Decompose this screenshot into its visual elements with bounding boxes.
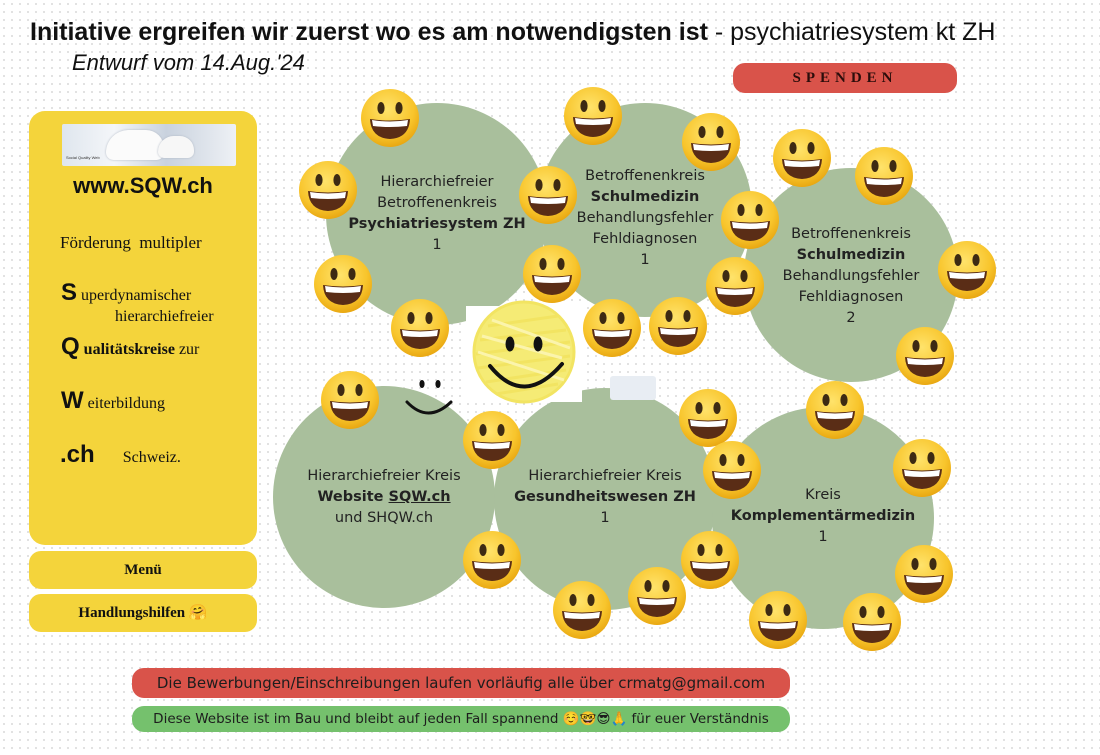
grinning-face-emoji <box>896 327 954 385</box>
acronym-text: hierarchiefreier <box>115 308 214 325</box>
menu-button[interactable]: Menü <box>29 551 257 589</box>
notice-applications: Die Bewerbungen/Einschreibungen laufen v… <box>132 668 790 698</box>
acronym-w: W eiterbildung <box>61 387 165 415</box>
acronym-text: Schweiz. <box>122 449 181 466</box>
acronym-text: uperdynamischer <box>81 287 192 304</box>
grinning-face-emoji <box>321 371 379 429</box>
grinning-face-emoji <box>314 255 372 313</box>
grinning-face-emoji <box>299 161 357 219</box>
grinning-face-emoji <box>749 591 807 649</box>
circle-line: Hierarchiefreier Kreis <box>528 468 682 484</box>
acronym-ch: .ch Schweiz. <box>60 441 181 469</box>
acronym-text: eiterbildung <box>87 395 165 412</box>
circle-line: Fehldiagnosen <box>592 231 698 247</box>
circle-line-bold: Gesundheitswesen ZH <box>514 489 696 505</box>
circle-line: und SHQW.ch <box>334 510 434 526</box>
grinning-face-emoji <box>463 411 521 469</box>
circle-line: Fehldiagnosen <box>798 289 904 305</box>
circle-number: 1 <box>818 529 828 545</box>
grinning-face-emoji <box>391 299 449 357</box>
page-title: Initiative ergreifen wir zuerst wo es am… <box>30 18 996 47</box>
promo-text: Förderung multipler <box>60 233 202 252</box>
circle-line: Behandlungsfehler <box>576 210 714 226</box>
grinning-face-emoji <box>679 389 737 447</box>
grinning-face-emoji <box>806 381 864 439</box>
title-separator: - <box>707 18 731 46</box>
grinning-face-emoji <box>361 89 419 147</box>
grinning-face-emoji <box>895 545 953 603</box>
grinning-face-emoji <box>706 257 764 315</box>
grinning-face-emoji <box>721 191 779 249</box>
circle-text-schulmedizin-2: Betroffenenkreis Schulmedizin Behandlung… <box>744 224 958 329</box>
circle-line: Behandlungsfehler <box>782 268 920 284</box>
polar-bear-cub-shape <box>158 136 194 158</box>
circle-text-komplementaermedizin: Kreis Komplementärmedizin 1 <box>712 485 934 548</box>
image-caption: Social Quality Web <box>66 155 100 160</box>
polar-bear-shape <box>106 130 164 160</box>
grinning-face-emoji <box>855 147 913 205</box>
circle-line-bold: Schulmedizin <box>796 247 906 263</box>
circle-number: 1 <box>640 252 650 268</box>
notice-construction: Diese Website ist im Bau und bleibt auf … <box>132 706 790 732</box>
circle-number: 1 <box>600 510 610 526</box>
smiley-icon <box>472 300 576 404</box>
grinning-face-emoji <box>583 299 641 357</box>
grinning-face-emoji <box>682 113 740 171</box>
title-subject: psychiatriesystem kt ZH <box>730 18 996 46</box>
small-smiley-icon <box>405 380 453 415</box>
circle-line: Betroffenenkreis <box>585 168 705 184</box>
acronym-q: Q ualitätskreise zur <box>61 333 199 361</box>
circle-text-psychiatriesystem: Hierarchiefreier Betroffenenkreis Psychi… <box>326 172 548 256</box>
acronym-s-line2: hierarchiefreier <box>115 308 214 326</box>
circle-line: Betroffenenkreis <box>791 226 911 242</box>
circle-number: 1 <box>432 237 442 253</box>
grinning-face-emoji <box>681 531 739 589</box>
circle-line: Kreis <box>805 487 841 503</box>
acronym-text: zur <box>174 341 200 358</box>
circle-line-bold: Website <box>317 489 389 505</box>
grinning-face-emoji <box>938 241 996 299</box>
sidebar-card: Social Quality Web www.SQW.ch Förderung … <box>29 111 257 545</box>
polar-bear-image[interactable]: Social Quality Web <box>62 124 236 166</box>
circle-gesundheitswesen[interactable] <box>494 388 716 610</box>
circle-text-gesundheitswesen: Hierarchiefreier Kreis Gesundheitswesen … <box>494 466 716 529</box>
site-link[interactable]: www.SQW.ch <box>73 173 213 198</box>
acronym-letter: W <box>61 387 84 414</box>
acronym-text-bold: ualitätskreise <box>83 341 175 358</box>
circle-komplementaermedizin[interactable] <box>712 407 934 629</box>
acronym-letter: .ch <box>60 441 95 468</box>
circle-line: Hierarchiefreier <box>380 174 494 190</box>
grinning-face-emoji <box>893 439 951 497</box>
acronym-s: S uperdynamischer <box>61 279 191 307</box>
circle-line-bold: Psychiatriesystem ZH <box>348 216 526 232</box>
grinning-face-emoji <box>553 581 611 639</box>
donate-button[interactable]: SPENDEN <box>733 63 957 93</box>
grinning-face-emoji <box>463 531 521 589</box>
circle-text-schulmedizin-1: Betroffenenkreis Schulmedizin Behandlung… <box>538 166 752 271</box>
grinning-face-emoji <box>773 129 831 187</box>
grinning-face-emoji <box>628 567 686 625</box>
grinning-face-emoji <box>519 166 577 224</box>
circle-number: 2 <box>846 310 856 326</box>
grinning-face-emoji <box>564 87 622 145</box>
circle-line-bold: Schulmedizin <box>590 189 700 205</box>
title-main: Initiative ergreifen wir zuerst wo es am… <box>30 18 708 46</box>
acronym-letter: Q <box>61 333 80 360</box>
draft-date: Entwurf vom 14.Aug.'24 <box>72 50 305 75</box>
help-button[interactable]: Handlungshilfen 🤗 <box>29 594 257 632</box>
grinning-face-emoji <box>703 441 761 499</box>
center-card-small <box>610 376 656 400</box>
website-link[interactable]: SQW.ch <box>388 489 451 505</box>
circle-line: Betroffenenkreis <box>377 195 497 211</box>
circle-line: Hierarchiefreier Kreis <box>307 468 461 484</box>
grinning-face-emoji <box>649 297 707 355</box>
circle-text-website: Hierarchiefreier Kreis Website SQW.ch un… <box>273 466 495 529</box>
grinning-face-emoji <box>843 593 901 651</box>
circle-line-bold: Komplementärmedizin <box>730 508 916 524</box>
grinning-face-emoji <box>523 245 581 303</box>
acronym-letter: S <box>61 279 78 306</box>
circle-website[interactable] <box>273 386 495 608</box>
